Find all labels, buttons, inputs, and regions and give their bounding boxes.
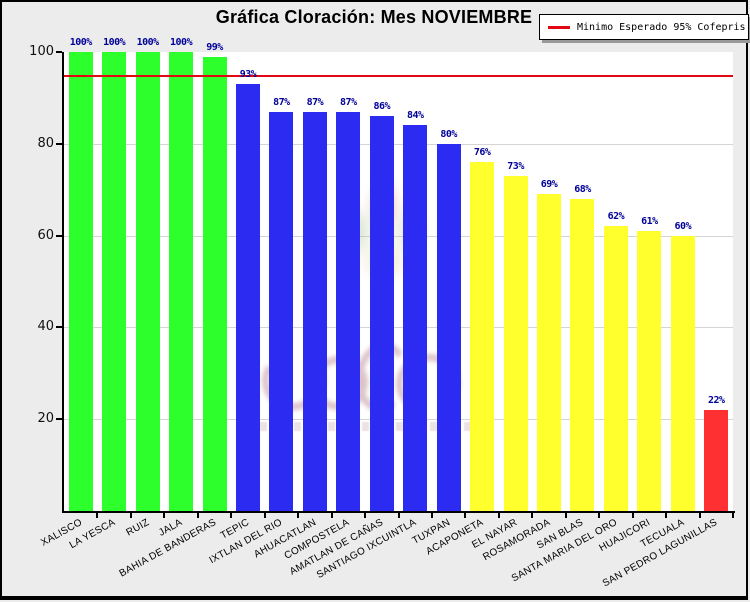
bar-compostela — [336, 111, 361, 511]
bar-value-label: 80% — [440, 128, 457, 140]
bar-value-label: 100% — [69, 37, 93, 48]
x-axis-tick — [564, 513, 567, 518]
x-axis-tick — [732, 513, 734, 518]
x-axis-tick — [598, 513, 601, 518]
bar-value-label: 87% — [306, 96, 324, 108]
bar-value-label: 61% — [641, 216, 658, 227]
y-axis-tick — [56, 234, 62, 237]
bar-santiago-ixcuintla — [403, 125, 428, 511]
bar-huajicori — [637, 231, 662, 511]
bar-value-label: 84% — [406, 110, 424, 122]
gridline-40 — [64, 327, 733, 329]
bar-tecuala — [670, 235, 695, 511]
x-axis-tick — [665, 513, 668, 518]
bar-value-label: 87% — [340, 96, 357, 108]
bar-value-label: 100% — [136, 37, 160, 48]
y-axis-label: 40 — [37, 319, 54, 335]
y-axis-line — [62, 52, 64, 513]
x-axis-tick — [531, 513, 534, 518]
x-axis-line — [62, 511, 735, 513]
y-axis-tick — [56, 326, 62, 329]
reference-line — [64, 74, 733, 77]
bar-rosamorada — [537, 194, 562, 511]
gridline-80 — [64, 143, 733, 145]
bar-ahuacatlan — [302, 111, 327, 511]
bar-value-label: 22% — [707, 395, 725, 407]
x-axis-tick — [631, 513, 634, 518]
bar-el-nayar — [503, 175, 528, 511]
y-axis-label: 20 — [37, 411, 54, 427]
x-axis-tick — [96, 513, 99, 518]
y-axis-tick — [56, 142, 62, 145]
legend: Minimo Esperado 95% Cofepris — [539, 14, 749, 40]
bar-value-label: 69% — [540, 179, 558, 191]
chart-title: Gráfica Cloración: Mes NOVIEMBRE — [215, 7, 533, 27]
bar-value-label: 68% — [574, 183, 591, 195]
bar-xalisco — [68, 52, 93, 511]
bar-value-label: 87% — [273, 96, 290, 108]
x-axis-tick — [163, 513, 166, 518]
x-axis-tick — [330, 513, 333, 518]
bar-amatlan-de-cañas — [369, 116, 394, 511]
plot-area: 100% 100% 100% 100% 99% 93% 87% 87% 87% 86% 84% 80%… — [64, 37, 733, 511]
gridline-60 — [64, 235, 733, 237]
bar-value-label: 62% — [607, 211, 625, 223]
x-axis-tick — [263, 513, 266, 518]
x-axis-tick — [364, 513, 367, 518]
y-axis-tick — [56, 51, 62, 53]
gridline-20 — [64, 419, 733, 421]
bar-value-label: 100% — [170, 37, 193, 48]
x-axis-tick — [430, 513, 433, 518]
x-axis-tick — [497, 513, 500, 518]
bar-tepic — [235, 84, 260, 511]
y-axis-label: 60 — [37, 227, 54, 243]
bar-tuxpan — [436, 143, 461, 511]
bar-value-label: 100% — [103, 37, 126, 48]
legend-line-icon — [548, 25, 570, 29]
y-axis-label: 80 — [37, 135, 54, 151]
x-axis-tick — [397, 513, 400, 518]
x-axis-tick — [129, 513, 132, 518]
bar-la-yesca — [102, 52, 127, 511]
y-axis-tick — [56, 418, 62, 421]
bar-santa-maria-del-oro — [603, 226, 628, 511]
x-axis-tick — [196, 513, 199, 518]
bar-san-pedro-lagunillas — [704, 410, 729, 511]
bar-value-label: 60% — [674, 220, 692, 232]
bar-value-label: 73% — [507, 160, 524, 172]
bar-value-label: 76% — [473, 147, 491, 159]
x-axis-tick — [297, 513, 300, 518]
bar-bahia-de-banderas — [202, 56, 227, 511]
x-axis-tick — [230, 513, 233, 518]
y-axis-label: 100 — [29, 44, 54, 59]
bar-acaponeta — [470, 162, 495, 511]
bar-value-label: 99% — [206, 41, 223, 53]
bar-jala — [169, 52, 194, 511]
legend-label: Minimo Esperado 95% Cofepris — [577, 21, 746, 33]
x-axis-tick — [464, 513, 467, 518]
bar-san-blas — [570, 198, 595, 511]
x-axis-tick — [698, 513, 701, 518]
bar-value-label: 86% — [373, 101, 391, 113]
bar-ruiz — [135, 52, 160, 511]
bar-ixtlan-del-rio — [269, 111, 294, 511]
bar-value-label: 93% — [239, 69, 257, 81]
